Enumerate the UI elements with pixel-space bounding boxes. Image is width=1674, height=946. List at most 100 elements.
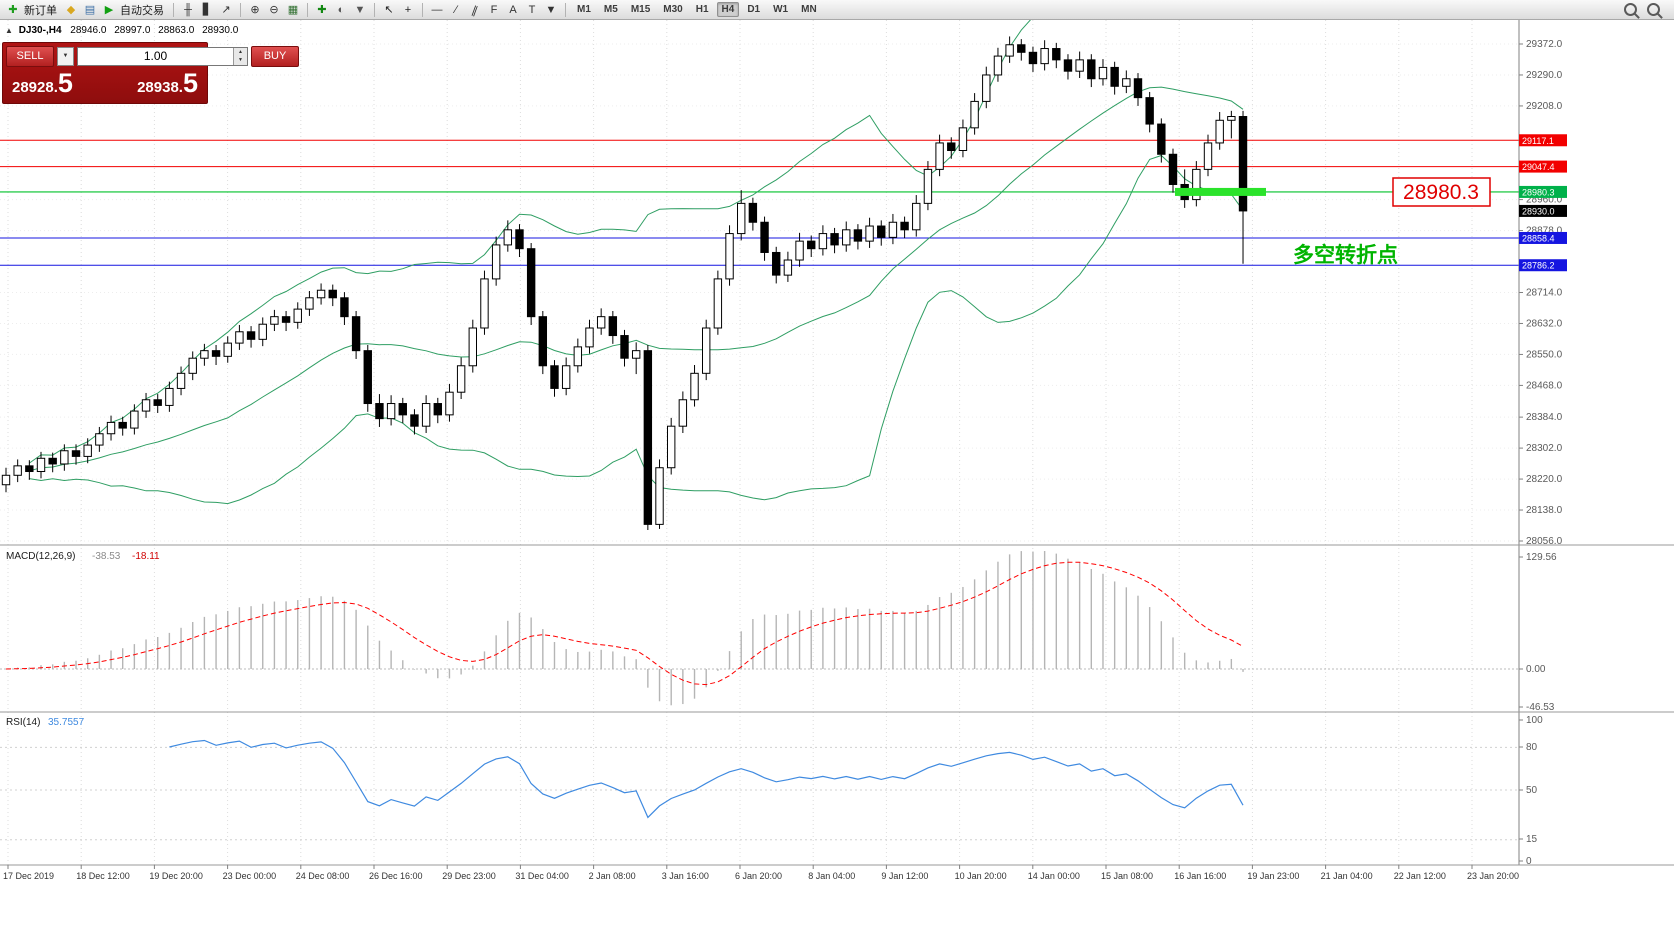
horizontal-levels[interactable]: [0, 139, 1519, 266]
time-tick-label: 8 Jan 04:00: [808, 871, 855, 881]
fibonacci-icon[interactable]: F: [490, 3, 498, 16]
time-tick-label: 21 Jan 04:00: [1321, 871, 1373, 881]
cursor-icon[interactable]: ↖: [384, 4, 394, 16]
price-tick-label: 28056.0: [1526, 536, 1563, 547]
rsi-value: 35.7557: [48, 717, 85, 728]
new-order-label[interactable]: 新订单: [24, 4, 57, 17]
timeframe-m30[interactable]: M30: [663, 4, 683, 15]
text-icon[interactable]: A: [509, 3, 517, 16]
tile-windows-icon[interactable]: ▦: [287, 4, 299, 16]
time-tick-label: 6 Jan 20:00: [735, 871, 782, 881]
price-tick-label: 28632.0: [1526, 318, 1563, 329]
price-tick-label: 28878.0: [1526, 226, 1563, 237]
sell-button[interactable]: SELL: [6, 45, 54, 67]
trade-panel-prices: 28928.5 28938.5: [6, 67, 204, 103]
price-tick-label: 28302.0: [1526, 443, 1563, 454]
macd-scale-label: 0.00: [1526, 664, 1546, 675]
chart-area[interactable]: 29372.0 29290.0 29208.0 28960.0 28878.0 28714…: [0, 20, 1674, 946]
price-badge-label: 28786.2: [1522, 261, 1555, 271]
price-tick-label: 28220.0: [1526, 474, 1563, 485]
auto-trading-label[interactable]: 自动交易: [120, 4, 164, 17]
price-scale: [1519, 43, 1523, 542]
price-tick-label: 29290.0: [1526, 70, 1563, 81]
auto-trading-icon[interactable]: ▶: [104, 4, 114, 16]
rsi-scale-label: 0: [1526, 856, 1532, 867]
profiles-icon[interactable]: ▤: [84, 4, 96, 16]
toolbar-right: [1624, 3, 1670, 16]
time-tick-label: 3 Jan 16:00: [662, 871, 709, 881]
search-symbol-icon[interactable]: [1624, 3, 1637, 16]
time-tick-label: 19 Jan 23:00: [1247, 871, 1299, 881]
trendline-icon[interactable]: ∕: [455, 3, 457, 16]
price-badge: [1519, 185, 1567, 198]
price-badge: [1519, 160, 1567, 173]
time-tick-label: 18 Dec 12:00: [76, 871, 130, 881]
indicators-icon[interactable]: ✚: [317, 4, 327, 16]
bar-chart-icon[interactable]: ╫: [184, 3, 192, 16]
symbol-info: ▲ DJ30-,H4 28946.0 28997.0 28863.0 28930…: [5, 25, 243, 36]
price-badge-label: 28930.0: [1522, 206, 1555, 216]
price-callout-box[interactable]: [1392, 177, 1491, 207]
timeframe-d1[interactable]: D1: [747, 4, 761, 15]
time-tick-label: 23 Jan 20:00: [1467, 871, 1519, 881]
time-tick-label: 31 Dec 04:00: [515, 871, 569, 881]
time-tick-label: 14 Jan 00:00: [1028, 871, 1080, 881]
timeframe-h1[interactable]: H1: [695, 4, 709, 15]
price-tick-label: 29208.0: [1526, 101, 1563, 112]
rsi-scale-label: 15: [1526, 834, 1538, 845]
time-tick-label: 19 Dec 20:00: [149, 871, 203, 881]
macd-signal-line: [5, 561, 1244, 686]
ohlc-low: 28863.0: [158, 25, 195, 36]
zoom-out-icon[interactable]: ⊖: [269, 4, 279, 16]
price-tick-label: 28714.0: [1526, 288, 1563, 299]
macd-value-main: -38.53: [92, 551, 121, 562]
arrow-label-icon[interactable]: T: [528, 3, 536, 16]
timeframe-h4[interactable]: H4: [716, 2, 740, 17]
timeframe-w1[interactable]: W1: [773, 4, 789, 15]
volume-dropdown-icon[interactable]: ▼: [57, 46, 74, 66]
buy-price[interactable]: 28938.5: [137, 68, 198, 98]
line-chart-icon[interactable]: ↗: [221, 4, 231, 16]
rsi-scale-label: 100: [1526, 715, 1543, 726]
highlight-zone[interactable]: [1175, 187, 1266, 196]
time-scale[interactable]: 17 Dec 2019 18 Dec 12:00 19 Dec 20:00 23 De…: [3, 865, 1519, 881]
market-watch-icon[interactable]: ◆: [66, 4, 76, 16]
price-badge: [1519, 204, 1567, 217]
new-order-icon[interactable]: ✚: [8, 4, 18, 16]
templates-icon[interactable]: ▼: [354, 3, 366, 16]
timeframe-m15[interactable]: M15: [630, 4, 651, 15]
crosshair-icon[interactable]: +: [404, 3, 412, 16]
time-tick-label: 15 Jan 08:00: [1101, 871, 1153, 881]
collapse-panel-icon[interactable]: ▲: [5, 26, 13, 35]
search-icon[interactable]: [1647, 3, 1660, 16]
volume-up-icon[interactable]: ▲: [234, 47, 247, 56]
toolbar-separator: [307, 2, 308, 17]
volume-input[interactable]: [78, 47, 233, 65]
shapes-icon[interactable]: ▼: [545, 3, 557, 16]
volume-stepper: ▲ ▼: [77, 46, 248, 66]
one-click-trade-panel: SELL ▼ ▲ ▼ BUY 28928.5 28938.5: [2, 42, 299, 104]
macd-label: MACD(12,26,9): [6, 551, 75, 562]
timeframe-m1[interactable]: M1: [577, 4, 591, 15]
turning-point-label[interactable]: 多空转折点: [1293, 243, 1398, 267]
macd-histogram: [16, 551, 1244, 706]
bollinger-band: [29, 20, 1031, 464]
timeframe-mn[interactable]: MN: [801, 4, 817, 15]
channel-icon[interactable]: ∥: [470, 3, 480, 17]
price-tick-label: 28138.0: [1526, 505, 1563, 516]
zoom-in-icon[interactable]: ⊕: [250, 4, 260, 16]
timeframe-m5[interactable]: M5: [603, 4, 618, 15]
candlestick-series: [1, 36, 1248, 531]
horizontal-line-icon[interactable]: —: [431, 3, 443, 16]
rsi-line: [169, 739, 1244, 819]
buy-button[interactable]: BUY: [251, 45, 299, 67]
volume-down-icon[interactable]: ▼: [234, 56, 247, 65]
sell-price[interactable]: 28928.5: [12, 68, 73, 98]
candlestick-chart-icon[interactable]: ▋: [202, 4, 212, 16]
price-tick-label: 28384.0: [1526, 412, 1563, 423]
volume-spin: ▲ ▼: [233, 47, 247, 65]
time-tick-label: 22 Jan 12:00: [1394, 871, 1446, 881]
price-badge-label: 28980.3: [1522, 187, 1555, 197]
period-icon[interactable]: ◐: [337, 3, 345, 16]
price-tick-label: 29372.0: [1526, 39, 1563, 50]
